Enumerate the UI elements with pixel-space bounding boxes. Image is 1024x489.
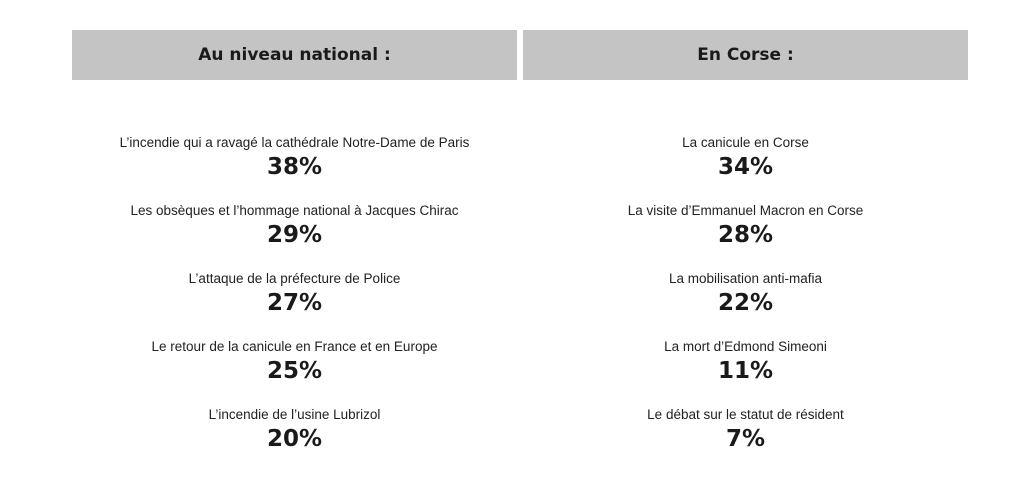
event-percentage: 28% bbox=[717, 222, 774, 248]
event-label: L’incendie de l’usine Lubrizol bbox=[208, 407, 381, 422]
national-item: L’incendie de l’usine Lubrizol 20% bbox=[72, 406, 517, 474]
corse-header: En Corse : bbox=[523, 30, 968, 80]
event-label: Le retour de la canicule en France et en… bbox=[151, 339, 438, 354]
event-label: La mobilisation anti-mafia bbox=[668, 271, 823, 286]
national-item: Les obsèques et l’hommage national à Jac… bbox=[72, 202, 517, 270]
event-percentage: 20% bbox=[266, 426, 323, 452]
corse-list: La canicule en Corse 34% La visite d’Emm… bbox=[523, 134, 968, 474]
corse-item: La canicule en Corse 34% bbox=[523, 134, 968, 202]
national-item: Le retour de la canicule en France et en… bbox=[72, 338, 517, 406]
event-percentage: 27% bbox=[266, 290, 323, 316]
corse-header-title: En Corse : bbox=[697, 45, 794, 65]
event-percentage: 11% bbox=[717, 358, 774, 384]
corse-item: Le débat sur le statut de résident 7% bbox=[523, 406, 968, 474]
corse-item: La visite d’Emmanuel Macron en Corse 28% bbox=[523, 202, 968, 270]
event-label: L’incendie qui a ravagé la cathédrale No… bbox=[119, 135, 470, 150]
event-percentage: 7% bbox=[725, 426, 766, 452]
event-label: Les obsèques et l’hommage national à Jac… bbox=[130, 203, 459, 218]
national-header-title: Au niveau national : bbox=[198, 45, 391, 65]
national-header: Au niveau national : bbox=[72, 30, 517, 80]
national-column: Au niveau national : L’incendie qui a ra… bbox=[72, 30, 517, 474]
event-percentage: 29% bbox=[266, 222, 323, 248]
event-label: L’attaque de la préfecture de Police bbox=[188, 271, 401, 286]
event-label: La visite d’Emmanuel Macron en Corse bbox=[627, 203, 864, 218]
national-item: L’attaque de la préfecture de Police 27% bbox=[72, 270, 517, 338]
corse-item: La mort d’Edmond Simeoni 11% bbox=[523, 338, 968, 406]
national-list: L’incendie qui a ravagé la cathédrale No… bbox=[72, 134, 517, 474]
corse-item: La mobilisation anti-mafia 22% bbox=[523, 270, 968, 338]
national-item: L’incendie qui a ravagé la cathédrale No… bbox=[72, 134, 517, 202]
corse-column: En Corse : La canicule en Corse 34% La v… bbox=[523, 30, 968, 474]
event-percentage: 38% bbox=[266, 154, 323, 180]
event-percentage: 22% bbox=[717, 290, 774, 316]
event-label: Le débat sur le statut de résident bbox=[647, 407, 844, 422]
event-label: La canicule en Corse bbox=[682, 135, 809, 150]
event-percentage: 34% bbox=[717, 154, 774, 180]
event-percentage: 25% bbox=[266, 358, 323, 384]
event-label: La mort d’Edmond Simeoni bbox=[664, 339, 827, 354]
